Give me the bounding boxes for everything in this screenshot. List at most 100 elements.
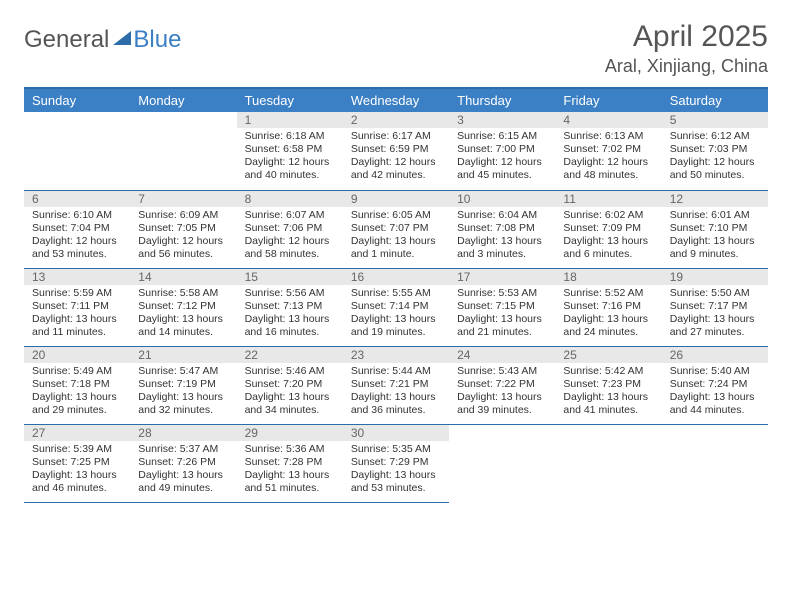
day-number: 26 <box>662 347 768 363</box>
calendar-row: 27Sunrise: 5:39 AMSunset: 7:25 PMDayligh… <box>24 424 768 502</box>
sunrise-line: Sunrise: 5:42 AM <box>563 365 653 378</box>
day-details: Sunrise: 5:53 AMSunset: 7:15 PMDaylight:… <box>449 285 555 344</box>
daylight-line: Daylight: 13 hours and 24 minutes. <box>563 313 653 339</box>
sunset-line: Sunset: 7:25 PM <box>32 456 122 469</box>
sunset-line: Sunset: 7:02 PM <box>563 143 653 156</box>
day-number: 25 <box>555 347 661 363</box>
daylight-line: Daylight: 13 hours and 21 minutes. <box>457 313 547 339</box>
logo-triangle-icon <box>113 31 131 45</box>
day-number: 20 <box>24 347 130 363</box>
calendar-cell: 8Sunrise: 6:07 AMSunset: 7:06 PMDaylight… <box>237 190 343 268</box>
calendar-cell: 9Sunrise: 6:05 AMSunset: 7:07 PMDaylight… <box>343 190 449 268</box>
calendar-cell: 2Sunrise: 6:17 AMSunset: 6:59 PMDaylight… <box>343 112 449 190</box>
calendar-cell <box>662 424 768 502</box>
daylight-line: Daylight: 13 hours and 49 minutes. <box>138 469 228 495</box>
weekday-header: Thursday <box>449 88 555 112</box>
daylight-line: Daylight: 12 hours and 40 minutes. <box>245 156 335 182</box>
sunset-line: Sunset: 7:29 PM <box>351 456 441 469</box>
sunset-line: Sunset: 7:09 PM <box>563 222 653 235</box>
day-details: Sunrise: 5:42 AMSunset: 7:23 PMDaylight:… <box>555 363 661 422</box>
sunrise-line: Sunrise: 6:04 AM <box>457 209 547 222</box>
daylight-line: Daylight: 13 hours and 3 minutes. <box>457 235 547 261</box>
sunset-line: Sunset: 7:19 PM <box>138 378 228 391</box>
day-details: Sunrise: 6:07 AMSunset: 7:06 PMDaylight:… <box>237 207 343 266</box>
day-details: Sunrise: 5:55 AMSunset: 7:14 PMDaylight:… <box>343 285 449 344</box>
sunset-line: Sunset: 7:12 PM <box>138 300 228 313</box>
calendar-cell: 3Sunrise: 6:15 AMSunset: 7:00 PMDaylight… <box>449 112 555 190</box>
day-details: Sunrise: 6:02 AMSunset: 7:09 PMDaylight:… <box>555 207 661 266</box>
day-number: 7 <box>130 191 236 207</box>
sunrise-line: Sunrise: 5:52 AM <box>563 287 653 300</box>
sunrise-line: Sunrise: 5:43 AM <box>457 365 547 378</box>
calendar-cell: 27Sunrise: 5:39 AMSunset: 7:25 PMDayligh… <box>24 424 130 502</box>
calendar-cell: 23Sunrise: 5:44 AMSunset: 7:21 PMDayligh… <box>343 346 449 424</box>
sunrise-line: Sunrise: 5:56 AM <box>245 287 335 300</box>
title-block: April 2025 Aral, Xinjiang, China <box>605 20 768 77</box>
sunset-line: Sunset: 7:17 PM <box>670 300 760 313</box>
weekday-header: Sunday <box>24 88 130 112</box>
sunrise-line: Sunrise: 6:13 AM <box>563 130 653 143</box>
sunset-line: Sunset: 7:03 PM <box>670 143 760 156</box>
calendar-row: 20Sunrise: 5:49 AMSunset: 7:18 PMDayligh… <box>24 346 768 424</box>
daylight-line: Daylight: 13 hours and 9 minutes. <box>670 235 760 261</box>
sunset-line: Sunset: 7:06 PM <box>245 222 335 235</box>
day-details: Sunrise: 5:44 AMSunset: 7:21 PMDaylight:… <box>343 363 449 422</box>
sunset-line: Sunset: 7:13 PM <box>245 300 335 313</box>
day-details: Sunrise: 6:13 AMSunset: 7:02 PMDaylight:… <box>555 128 661 187</box>
logo-text-general: General <box>24 26 109 54</box>
sunset-line: Sunset: 7:23 PM <box>563 378 653 391</box>
sunrise-line: Sunrise: 5:58 AM <box>138 287 228 300</box>
daylight-line: Daylight: 12 hours and 50 minutes. <box>670 156 760 182</box>
sunrise-line: Sunrise: 5:55 AM <box>351 287 441 300</box>
day-number: 17 <box>449 269 555 285</box>
sunrise-line: Sunrise: 6:10 AM <box>32 209 122 222</box>
weekday-header: Wednesday <box>343 88 449 112</box>
calendar-cell: 7Sunrise: 6:09 AMSunset: 7:05 PMDaylight… <box>130 190 236 268</box>
day-details: Sunrise: 6:04 AMSunset: 7:08 PMDaylight:… <box>449 207 555 266</box>
calendar-row: 13Sunrise: 5:59 AMSunset: 7:11 PMDayligh… <box>24 268 768 346</box>
day-number: 15 <box>237 269 343 285</box>
calendar-cell: 5Sunrise: 6:12 AMSunset: 7:03 PMDaylight… <box>662 112 768 190</box>
page: General Blue April 2025 Aral, Xinjiang, … <box>0 0 792 523</box>
calendar-row: 1Sunrise: 6:18 AMSunset: 6:58 PMDaylight… <box>24 112 768 190</box>
day-number: 13 <box>24 269 130 285</box>
sunrise-line: Sunrise: 6:17 AM <box>351 130 441 143</box>
day-details: Sunrise: 6:18 AMSunset: 6:58 PMDaylight:… <box>237 128 343 187</box>
daylight-line: Daylight: 13 hours and 29 minutes. <box>32 391 122 417</box>
month-title: April 2025 <box>605 20 768 54</box>
day-details: Sunrise: 5:59 AMSunset: 7:11 PMDaylight:… <box>24 285 130 344</box>
day-details: Sunrise: 6:17 AMSunset: 6:59 PMDaylight:… <box>343 128 449 187</box>
daylight-line: Daylight: 12 hours and 53 minutes. <box>32 235 122 261</box>
calendar-cell: 24Sunrise: 5:43 AMSunset: 7:22 PMDayligh… <box>449 346 555 424</box>
day-details: Sunrise: 5:36 AMSunset: 7:28 PMDaylight:… <box>237 441 343 500</box>
daylight-line: Daylight: 13 hours and 27 minutes. <box>670 313 760 339</box>
location: Aral, Xinjiang, China <box>605 56 768 77</box>
daylight-line: Daylight: 13 hours and 14 minutes. <box>138 313 228 339</box>
calendar-cell: 16Sunrise: 5:55 AMSunset: 7:14 PMDayligh… <box>343 268 449 346</box>
sunset-line: Sunset: 7:10 PM <box>670 222 760 235</box>
daylight-line: Daylight: 13 hours and 16 minutes. <box>245 313 335 339</box>
day-number-empty <box>662 425 768 441</box>
weekday-header: Friday <box>555 88 661 112</box>
day-number: 2 <box>343 112 449 128</box>
day-number: 28 <box>130 425 236 441</box>
sunset-line: Sunset: 7:24 PM <box>670 378 760 391</box>
day-number: 12 <box>662 191 768 207</box>
daylight-line: Daylight: 13 hours and 39 minutes. <box>457 391 547 417</box>
sunset-line: Sunset: 7:05 PM <box>138 222 228 235</box>
daylight-line: Daylight: 13 hours and 11 minutes. <box>32 313 122 339</box>
sunset-line: Sunset: 7:00 PM <box>457 143 547 156</box>
day-details: Sunrise: 5:58 AMSunset: 7:12 PMDaylight:… <box>130 285 236 344</box>
calendar-cell: 22Sunrise: 5:46 AMSunset: 7:20 PMDayligh… <box>237 346 343 424</box>
day-number: 1 <box>237 112 343 128</box>
daylight-line: Daylight: 13 hours and 41 minutes. <box>563 391 653 417</box>
calendar-cell: 29Sunrise: 5:36 AMSunset: 7:28 PMDayligh… <box>237 424 343 502</box>
weekday-header-row: Sunday Monday Tuesday Wednesday Thursday… <box>24 88 768 112</box>
calendar-cell: 26Sunrise: 5:40 AMSunset: 7:24 PMDayligh… <box>662 346 768 424</box>
day-details: Sunrise: 6:12 AMSunset: 7:03 PMDaylight:… <box>662 128 768 187</box>
sunrise-line: Sunrise: 5:47 AM <box>138 365 228 378</box>
sunset-line: Sunset: 7:28 PM <box>245 456 335 469</box>
day-number: 14 <box>130 269 236 285</box>
calendar-cell: 10Sunrise: 6:04 AMSunset: 7:08 PMDayligh… <box>449 190 555 268</box>
day-number: 11 <box>555 191 661 207</box>
